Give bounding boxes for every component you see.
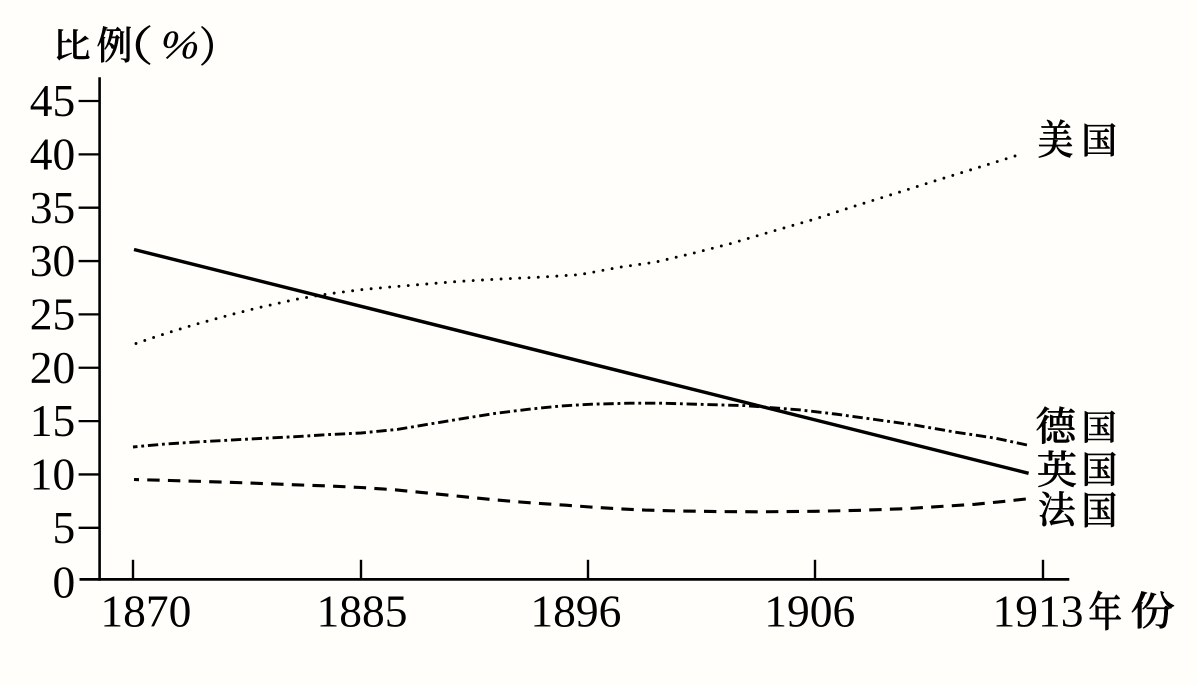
svg-text:0: 0 [53, 556, 76, 607]
svg-text:10: 10 [30, 449, 76, 500]
svg-text:40: 40 [30, 128, 76, 179]
svg-text:1906: 1906 [764, 585, 855, 636]
svg-text:1896: 1896 [530, 585, 621, 636]
svg-text:45: 45 [30, 75, 76, 126]
svg-text:1913: 1913 [993, 585, 1084, 636]
svg-text:25: 25 [30, 289, 76, 340]
svg-text:5: 5 [53, 502, 76, 553]
svg-text:30: 30 [30, 235, 76, 286]
svg-text:1885: 1885 [317, 585, 408, 636]
svg-text:15: 15 [30, 395, 76, 446]
svg-text:35: 35 [30, 182, 76, 233]
svg-text:1870: 1870 [100, 585, 191, 636]
svg-text:20: 20 [30, 342, 76, 393]
